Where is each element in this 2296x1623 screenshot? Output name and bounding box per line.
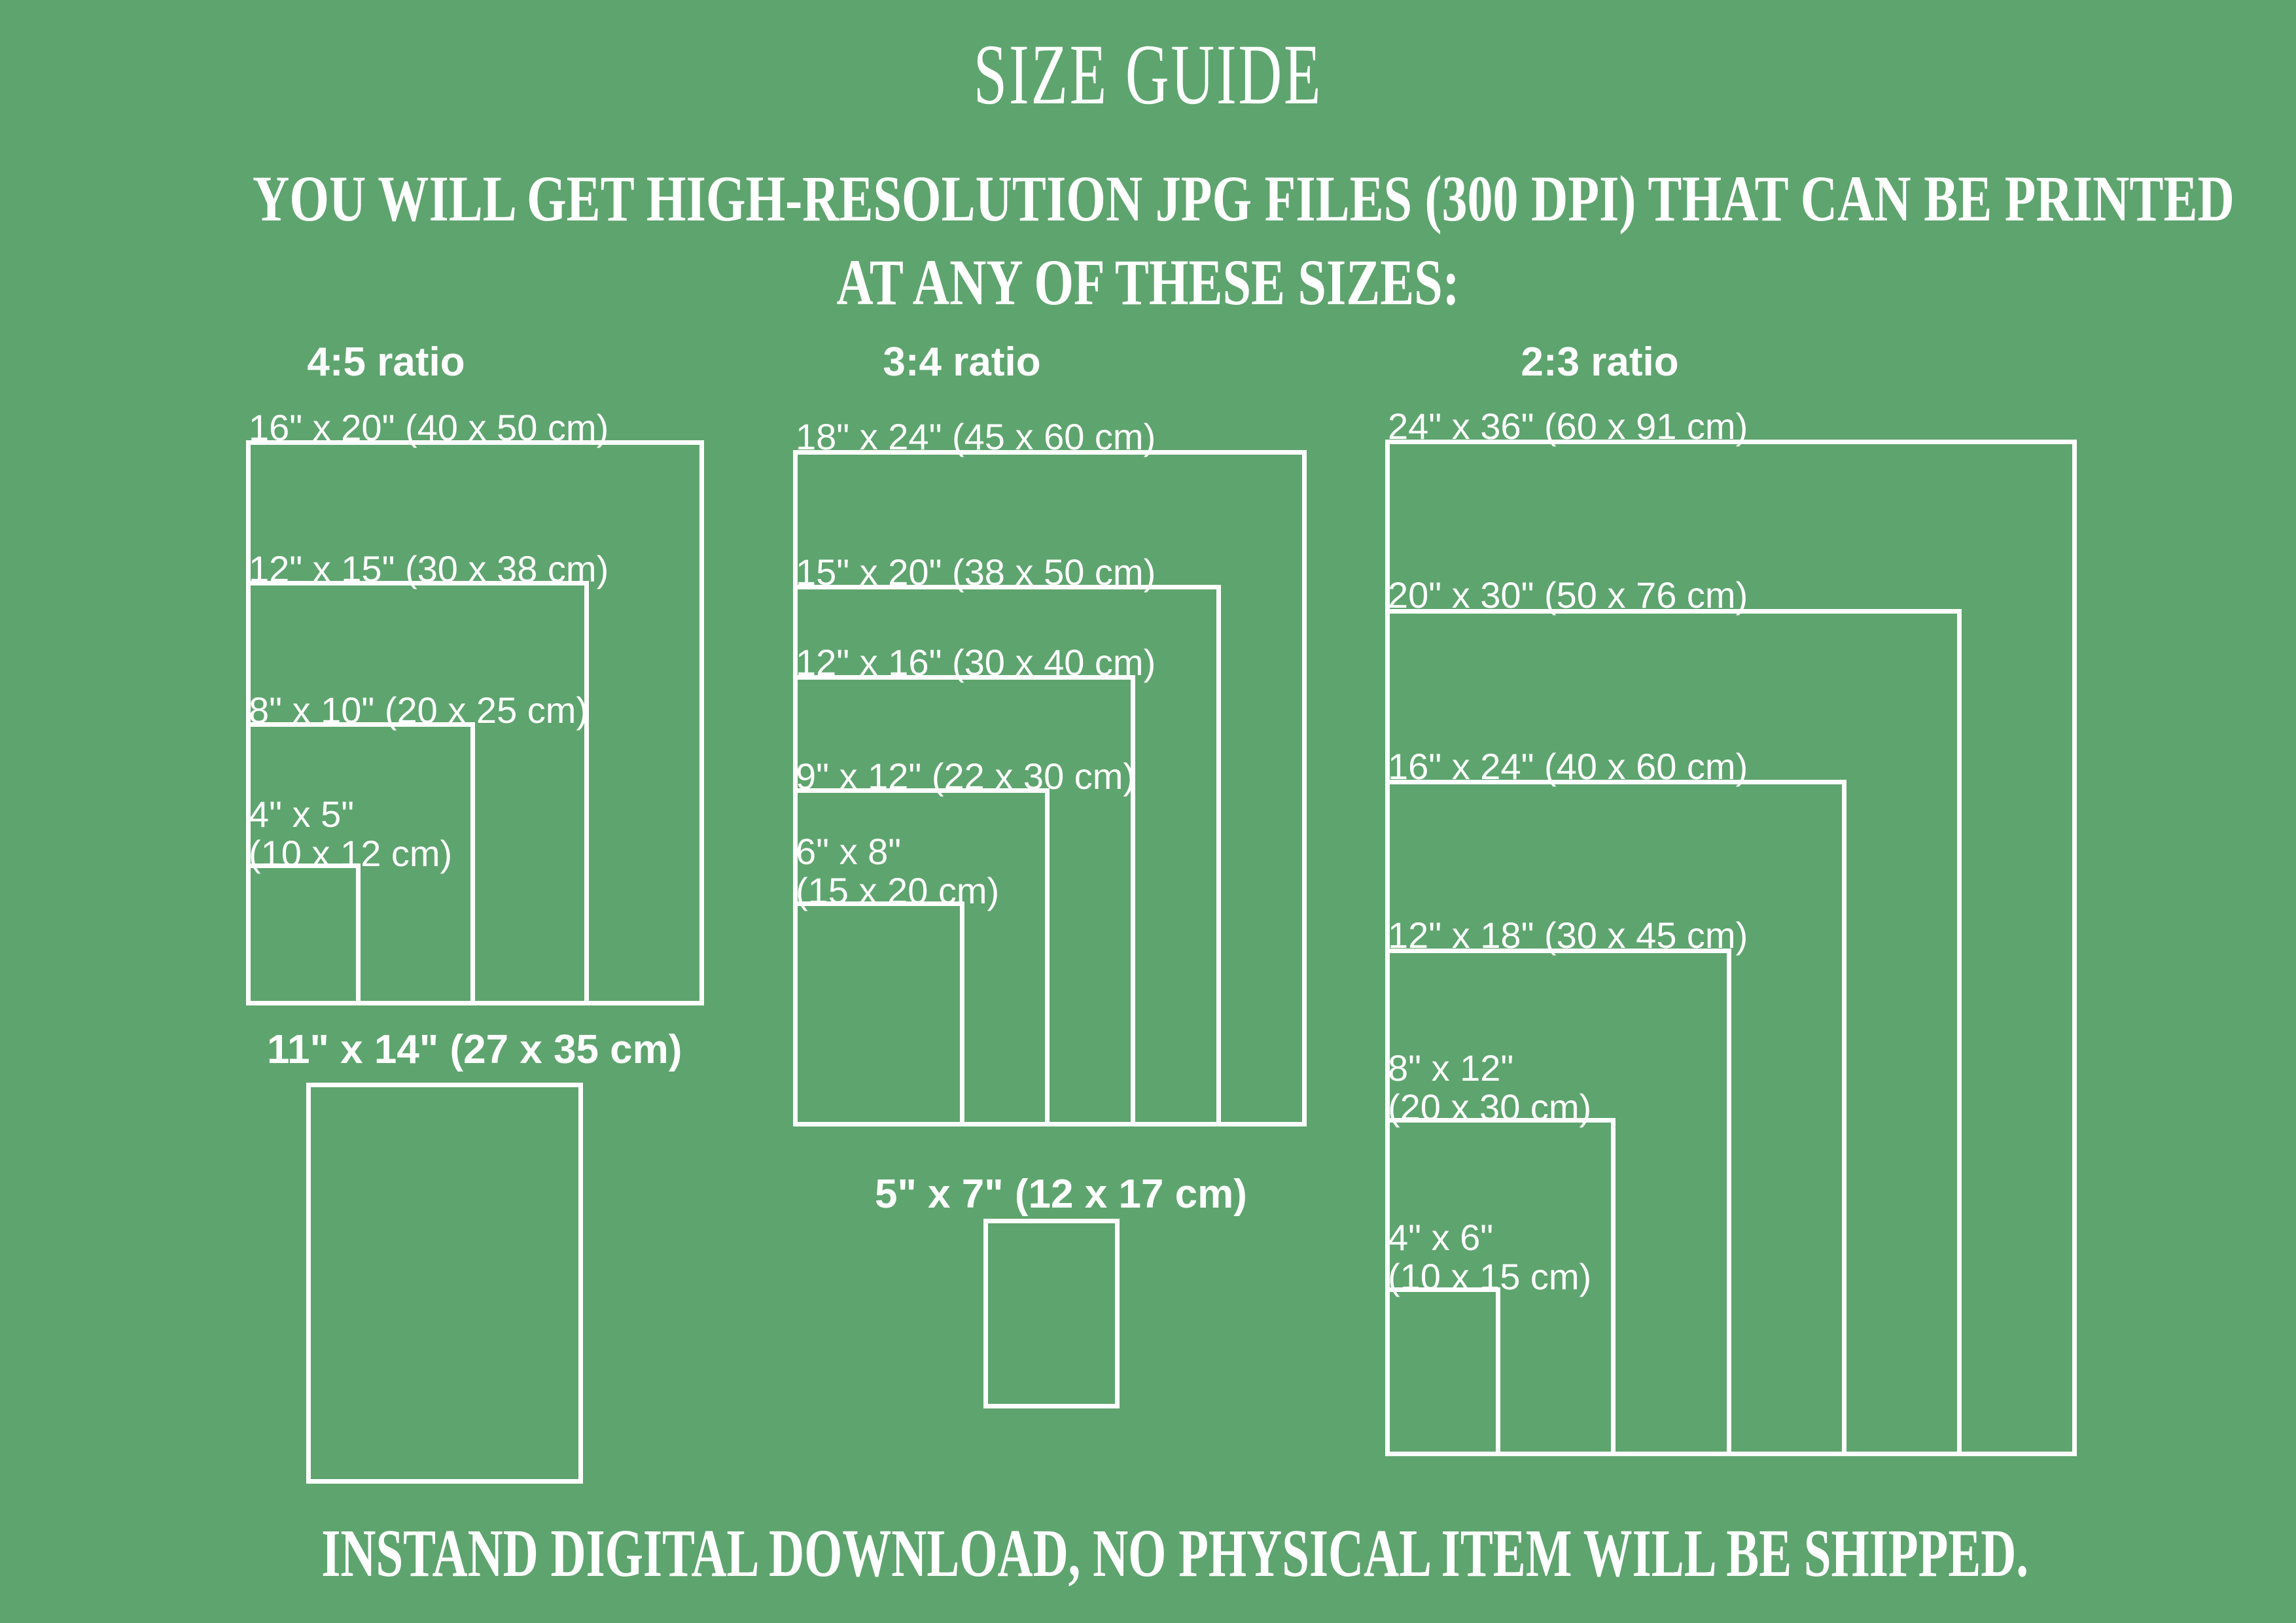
label-15x20: 15" x 20" (38 x 50 cm) xyxy=(796,551,1156,593)
label-16x20: 16" x 20" (40 x 50 cm) xyxy=(249,407,609,448)
label-8x12: 8" x 12" (20 x 30 cm) xyxy=(1388,1049,1591,1127)
label-24x36: 24" x 36" (60 x 91 cm) xyxy=(1388,406,1748,447)
label-16x24: 16" x 24" (40 x 60 cm) xyxy=(1388,746,1748,787)
label-6x8-inches: 6" x 8" xyxy=(796,831,902,872)
label-18x24: 18" x 24" (45 x 60 cm) xyxy=(796,416,1156,457)
label-4x6: 4" x 6" (10 x 15 cm) xyxy=(1388,1218,1591,1297)
page-subtitle: YOU WILL GET HIGH-RESOLUTION JPG FILES (… xyxy=(252,157,2234,324)
label-20x30: 20" x 30" (50 x 76 cm) xyxy=(1388,574,1748,616)
page-title: SIZE GUIDE xyxy=(973,26,1323,122)
label-4x6-inches: 4" x 6" xyxy=(1388,1217,1494,1258)
label-12x18: 12" x 18" (30 x 45 cm) xyxy=(1388,915,1748,956)
frame-4x5 xyxy=(246,864,361,1005)
frame-11x14 xyxy=(306,1083,583,1484)
label-8x10: 8" x 10" (20 x 25 cm) xyxy=(249,689,589,731)
subtitle-line-1: YOU WILL GET HIGH-RESOLUTION JPG FILES (… xyxy=(252,162,2234,235)
frame-5x7 xyxy=(983,1219,1120,1408)
ratio-heading-4-5: 4:5 ratio xyxy=(307,340,465,385)
label-4x5-inches: 4" x 5" xyxy=(249,794,355,835)
frame-6x8 xyxy=(793,901,964,1126)
label-4x6-cm: (10 x 15 cm) xyxy=(1388,1255,1592,1297)
label-4x5-cm: (10 x 12 cm) xyxy=(249,832,453,874)
footer-note: INSTAND DIGITAL DOWNLOAD, NO PHYSICAL IT… xyxy=(321,1516,2029,1591)
frame-4x6 xyxy=(1385,1287,1500,1456)
label-4x5: 4" x 5" (10 x 12 cm) xyxy=(249,795,452,873)
ratio-heading-2-3: 2:3 ratio xyxy=(1521,340,1679,385)
subtitle-line-2: AT ANY OF THESE SIZES: xyxy=(836,246,1460,319)
frame-8x12 xyxy=(1385,1118,1616,1456)
label-8x12-inches: 8" x 12" xyxy=(1388,1047,1514,1089)
label-6x8-cm: (15 x 20 cm) xyxy=(796,869,1000,911)
label-12x16: 12" x 16" (30 x 40 cm) xyxy=(796,642,1156,683)
ratio-heading-3-4: 3:4 ratio xyxy=(883,340,1041,385)
label-5x7: 5" x 7" (12 x 17 cm) xyxy=(875,1172,1247,1217)
label-12x15: 12" x 15" (30 x 38 cm) xyxy=(249,548,609,589)
label-8x12-cm: (20 x 30 cm) xyxy=(1388,1086,1592,1128)
label-9x12: 9" x 12" (22 x 30 cm) xyxy=(796,756,1136,797)
label-11x14: 11" x 14" (27 x 35 cm) xyxy=(267,1027,682,1072)
label-6x8: 6" x 8" (15 x 20 cm) xyxy=(796,832,999,911)
